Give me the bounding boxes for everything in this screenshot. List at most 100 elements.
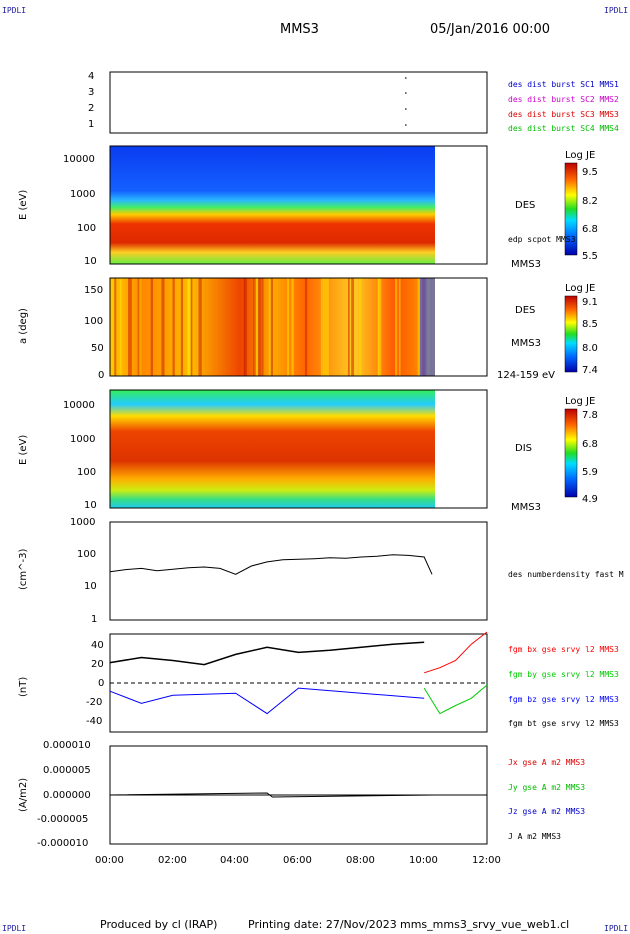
current-ytick: 0.000005	[43, 765, 91, 776]
date-title: 05/Jan/2016 00:00	[430, 22, 551, 37]
des-pitch-colorbar-title: Log JE	[565, 283, 596, 294]
dis-energy-ytick: 10000	[63, 400, 95, 411]
fgm-legend-by: fgm by gse srvy l2 MMS3	[508, 670, 619, 679]
x-tick-label: 06:00	[283, 855, 312, 866]
des-energy-ytick: 1000	[70, 189, 96, 200]
des-pitch-colorbar	[564, 295, 578, 373]
density-ylabel: (cm^-3)	[18, 548, 29, 590]
pitch-stripe	[150, 278, 153, 376]
fgm-bz-line	[109, 687, 425, 715]
dis-energy-ylabel: E (eV)	[18, 434, 29, 465]
burst-ytick: 4	[88, 71, 95, 82]
pitch-stripe	[253, 278, 255, 376]
footer-corner-left: IPDLI	[2, 924, 27, 933]
fgm-by-line	[423, 684, 488, 715]
density-ytick: 100	[77, 549, 97, 560]
des-pitch-cbar-tick: 7.4	[582, 365, 598, 376]
pitch-stripe	[198, 278, 202, 376]
pitch-stripe	[262, 278, 264, 376]
burst-legend-sc1: des dist burst SC1 MMS1	[508, 80, 619, 89]
pitch-stripe	[326, 278, 329, 376]
pitch-stripe	[417, 278, 420, 376]
des-energy-panel-frame	[109, 145, 488, 265]
spacecraft-title: MMS3	[280, 22, 319, 37]
burst-point	[405, 77, 407, 79]
x-tick-label: 10:00	[409, 855, 438, 866]
des-energy-ylabel: E (eV)	[18, 189, 29, 220]
corner-label-right: IPDLI	[604, 6, 629, 15]
pitch-stripe	[398, 278, 401, 376]
des-energy-ytick: 10	[84, 256, 97, 267]
des-energy-cbar-tick: 8.2	[582, 196, 598, 207]
density-legend: des numberdensity fast M	[508, 570, 624, 579]
pitch-stripe	[420, 278, 435, 376]
density-ytick: 1000	[70, 517, 96, 528]
current-j-line	[109, 792, 435, 798]
pitch-stripe	[243, 278, 247, 376]
pitch-stripe	[270, 278, 273, 376]
fgm-ylabel: (nT)	[18, 676, 29, 697]
des-pitch-cbar-tick: 8.5	[582, 319, 598, 330]
des-energy-ytick: 10000	[63, 154, 95, 165]
dis-energy-ytick: 1000	[70, 434, 96, 445]
pitch-stripe	[190, 278, 193, 376]
current-legend-jz: Jz gse A m2 MMS3	[508, 807, 586, 816]
pitch-stripe	[258, 278, 262, 376]
fgm-legend-bt: fgm bt gse srvy l2 MMS3	[508, 719, 619, 728]
footer-corner-right: IPDLI	[604, 924, 629, 933]
des-energy-ytick: 100	[77, 223, 97, 234]
burst-point	[405, 92, 407, 94]
pitch-stripe	[394, 278, 398, 376]
density-series-line	[109, 554, 433, 575]
dis-energy-ytick: 10	[84, 500, 97, 511]
x-tick-label: 04:00	[220, 855, 249, 866]
dis-energy-cbar-tick: 5.9	[582, 467, 598, 478]
pitch-stripe	[137, 278, 142, 376]
pitch-stripe	[128, 278, 132, 376]
des-pitch-ytick: 0	[98, 370, 105, 381]
des-pitch-panel-frame	[109, 277, 488, 377]
fgm-legend-bz: fgm bz gse srvy l2 MMS3	[508, 695, 619, 704]
des-pitch-ylabel: a (deg)	[18, 308, 29, 344]
des-energy-colorbar-title: Log JE	[565, 150, 596, 161]
current-ytick: 0.000000	[43, 790, 91, 801]
dis-energy-panel-frame	[109, 389, 488, 509]
footer-filename: mms_mms3_srvy_vue_web1.cl	[400, 918, 570, 931]
burst-ytick: 1	[88, 119, 95, 130]
des-pitch-ytick: 50	[91, 343, 104, 354]
burst-point	[405, 124, 407, 126]
current-legend-jx: Jx gse A m2 MMS3	[508, 758, 586, 767]
burst-legend-sc3: des dist burst SC3 MMS3	[508, 110, 619, 119]
fgm-ytick: 40	[91, 640, 104, 651]
fgm-legend-bx: fgm bx gse srvy l2 MMS3	[508, 645, 619, 654]
pitch-stripe	[304, 278, 308, 376]
pitch-stripe	[187, 278, 191, 376]
pitch-stripe	[172, 278, 175, 376]
pitch-stripe	[291, 278, 294, 376]
pitch-stripe	[351, 278, 355, 376]
current-ytick: -0.000005	[37, 814, 89, 825]
current-legend-j: J A m2 MMS3	[508, 832, 561, 841]
x-tick-label: 00:00	[95, 855, 124, 866]
fgm-ytick: -20	[86, 697, 103, 708]
footer-printing-date: Printing date: 27/Nov/2023	[248, 918, 397, 931]
dis-energy-label: DIS	[515, 443, 532, 454]
pitch-stripe	[287, 278, 290, 376]
des-pitch-cbar-tick: 8.0	[582, 343, 598, 354]
pitch-stripe	[180, 278, 184, 376]
des-energy-sc-label: MMS3	[511, 259, 541, 270]
dis-energy-ytick: 100	[77, 467, 97, 478]
pitch-stripe	[320, 278, 323, 376]
pitch-stripe	[347, 278, 350, 376]
fgm-panel-frame	[109, 633, 488, 733]
fgm-bx-line	[424, 631, 488, 674]
burst-panel-frame	[109, 71, 488, 134]
des-energy-cbar-tick: 9.5	[582, 167, 598, 178]
des-energy-cbar-tick: 6.8	[582, 224, 598, 235]
density-panel-frame	[109, 521, 488, 621]
density-ytick: 1	[91, 614, 98, 625]
dis-energy-cbar-tick: 4.9	[582, 494, 598, 505]
current-ylabel: (A/m2)	[18, 777, 29, 812]
burst-legend-sc4: des dist burst SC4 MMS4	[508, 124, 619, 133]
